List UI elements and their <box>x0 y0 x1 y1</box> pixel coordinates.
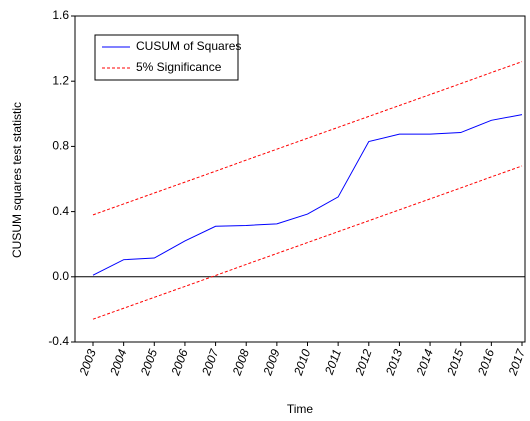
x-tick-label: 2017 <box>505 346 528 378</box>
x-tick-label: 2015 <box>444 347 467 378</box>
x-tick-label: 2013 <box>383 347 406 378</box>
y-axis-label: CUSUM squares test statistic <box>10 102 24 258</box>
legend-label: CUSUM of Squares <box>136 39 241 53</box>
lower-bound-line <box>92 165 523 320</box>
x-tick-label: 2011 <box>322 347 344 377</box>
x-tick-label: 2008 <box>229 347 252 378</box>
x-tick-label: 2014 <box>413 347 436 378</box>
y-tick-label: 1.2 <box>52 73 69 87</box>
y-tick-label: 0.8 <box>52 139 69 153</box>
x-tick-label: 2016 <box>475 347 498 378</box>
x-tick-label: 2006 <box>168 347 191 378</box>
plot-frame <box>74 15 526 343</box>
legend-box <box>94 34 239 81</box>
series-line <box>92 114 523 276</box>
y-tick-label: 1.6 <box>52 8 69 22</box>
legend-label: 5% Significance <box>136 60 222 74</box>
upper-bound-line <box>92 61 523 216</box>
x-tick-label: 2003 <box>76 347 99 378</box>
y-tick-label: 0.0 <box>52 269 69 283</box>
x-tick-label: 2005 <box>137 347 160 378</box>
y-tick-label: 0.4 <box>52 204 69 218</box>
x-tick-label: 2007 <box>199 346 222 378</box>
x-tick-label: 2010 <box>291 347 314 378</box>
x-tick-label: 2009 <box>260 347 283 378</box>
x-axis-label: Time <box>287 402 314 416</box>
x-tick-label: 2012 <box>352 347 375 378</box>
y-tick-label: -0.4 <box>48 334 69 348</box>
x-tick-label: 2004 <box>107 347 130 378</box>
